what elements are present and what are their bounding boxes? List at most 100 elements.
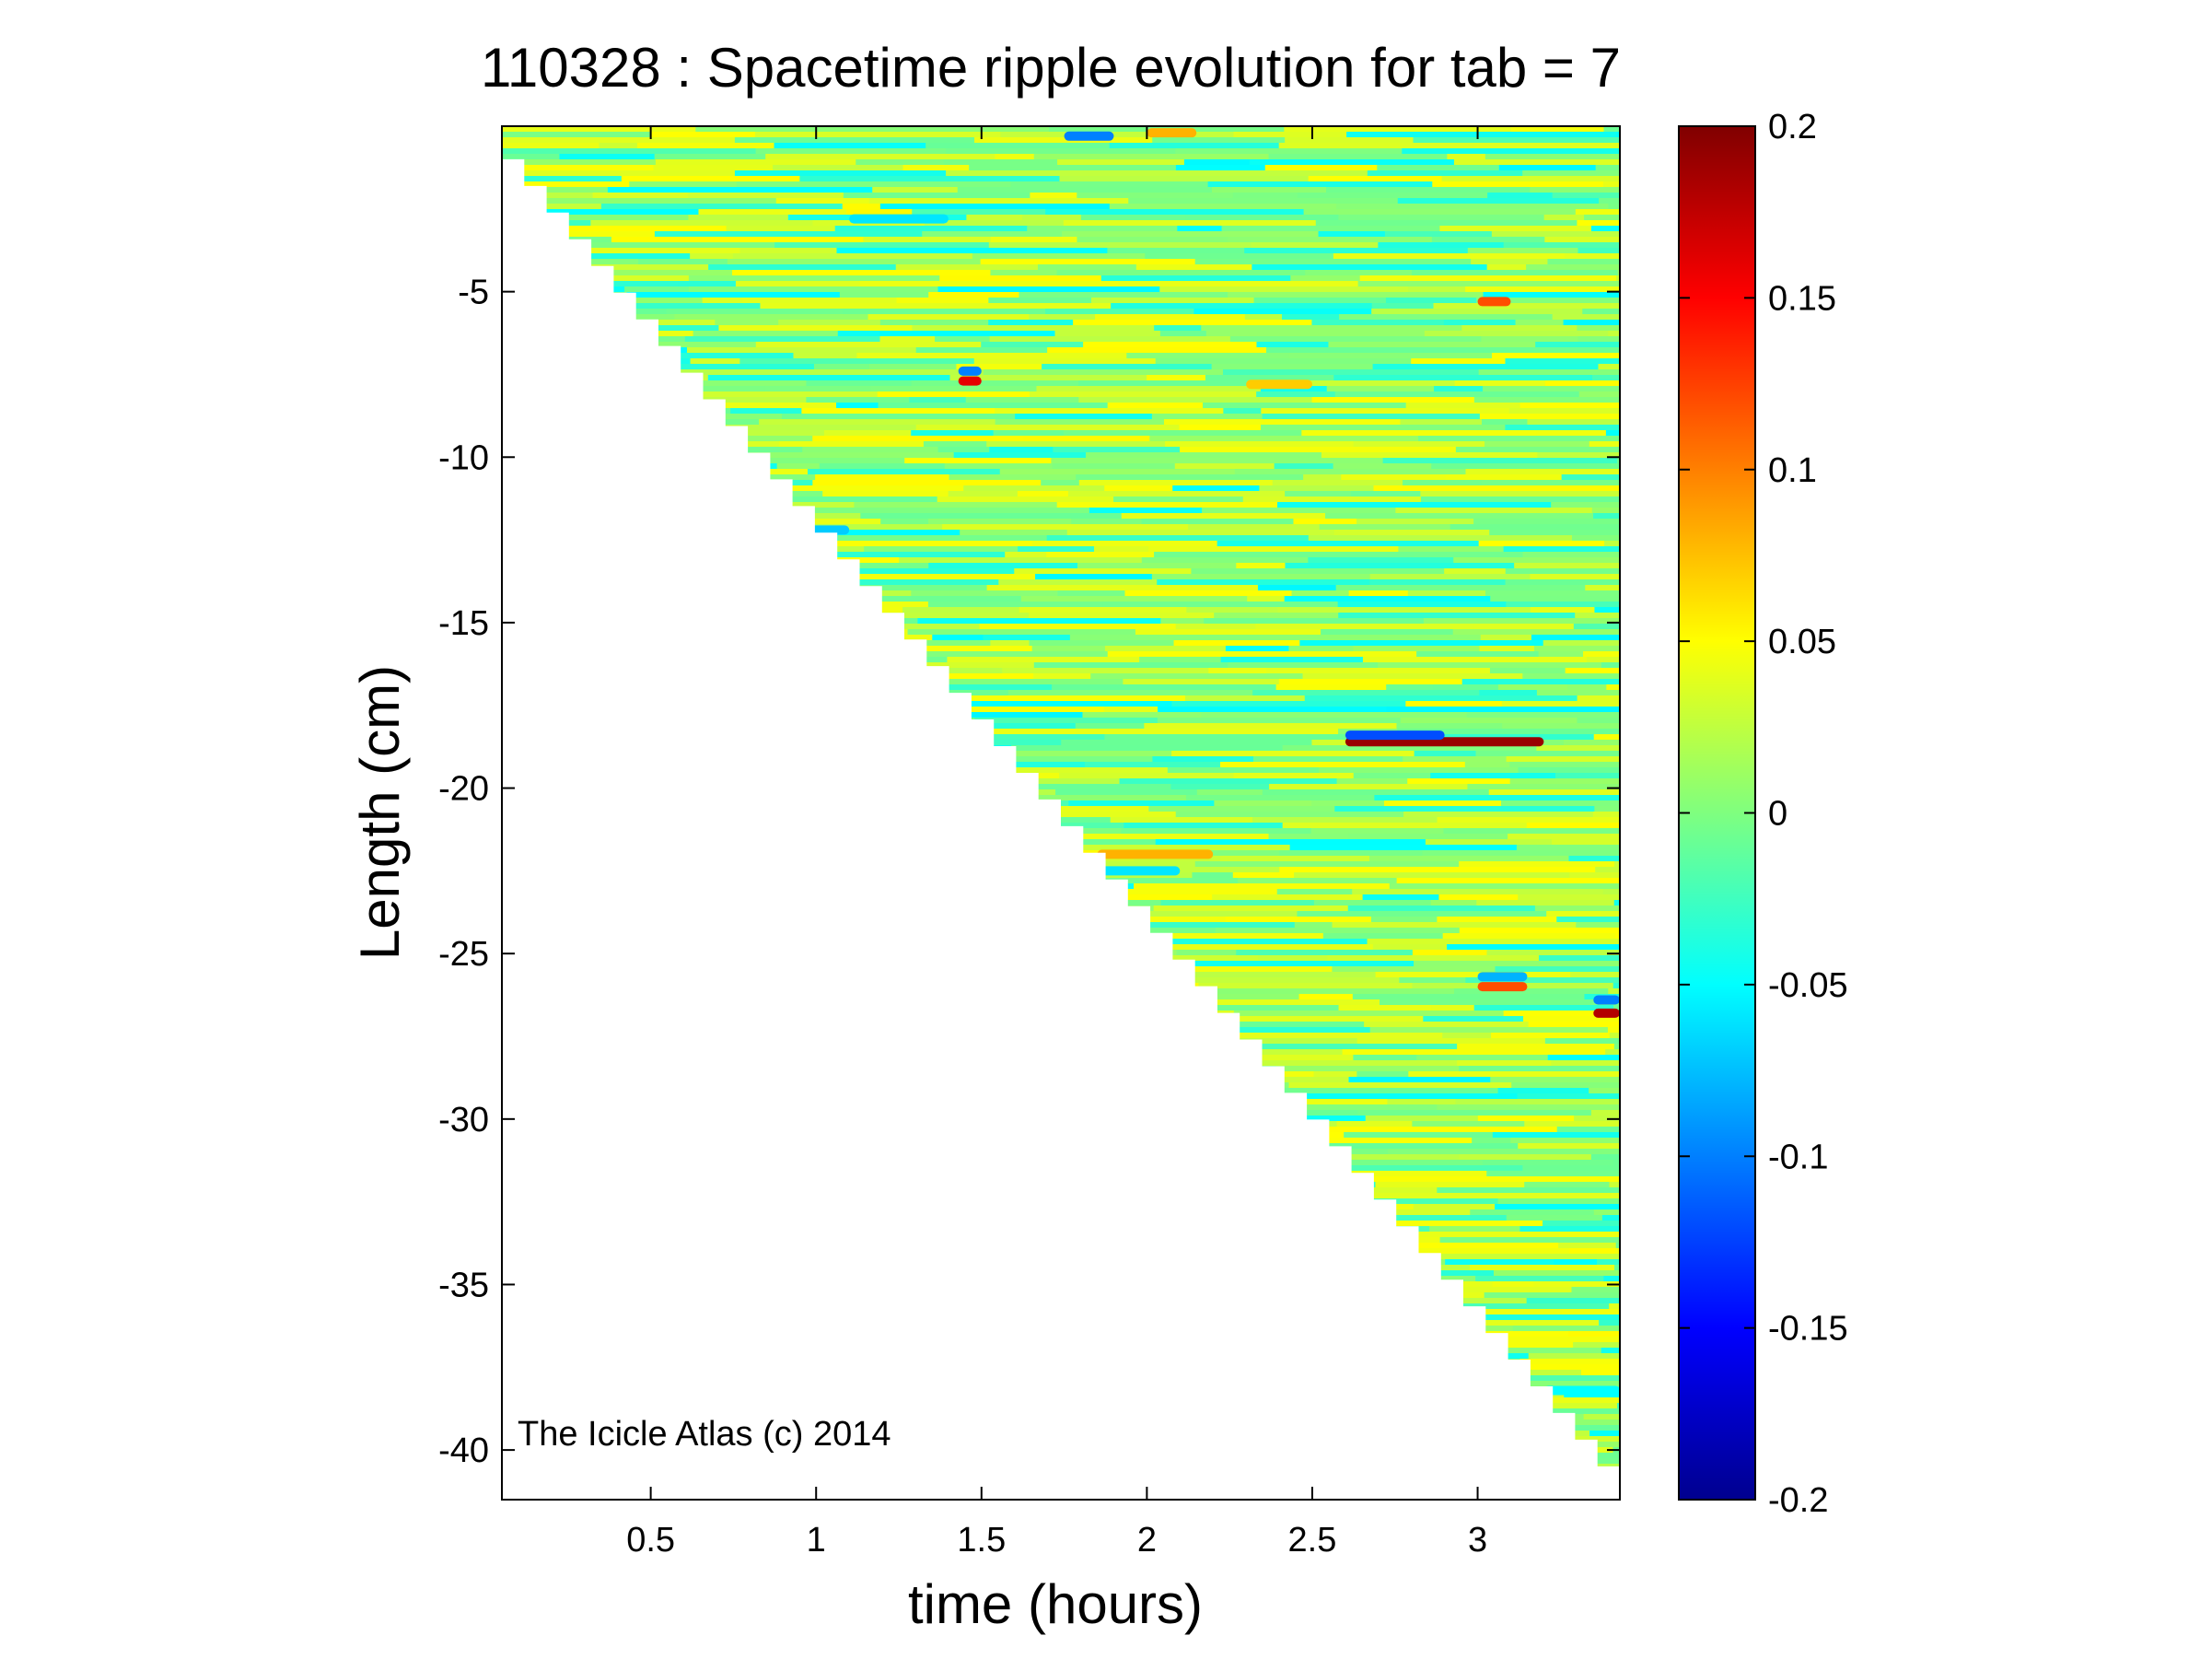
heatmap-cell xyxy=(1461,679,1620,685)
heatmap-cell xyxy=(1503,1011,1620,1017)
x-tick-label: 3 xyxy=(1468,1521,1487,1560)
heatmap-cell xyxy=(1573,1342,1620,1349)
heatmap-cell xyxy=(1332,966,1496,973)
heatmap-cell xyxy=(1424,331,1610,337)
heatmap-cell xyxy=(1547,259,1620,265)
heatmap-cell xyxy=(677,281,737,287)
heatmap-cell xyxy=(760,303,864,310)
heatmap-cell xyxy=(1184,695,1306,702)
heatmap-cell xyxy=(837,535,1048,542)
heatmap-cell xyxy=(934,734,1106,741)
heatmap-cell xyxy=(1547,1055,1620,1061)
heatmap-cell xyxy=(502,248,741,254)
heatmap-cell xyxy=(1260,386,1328,392)
heatmap-cell xyxy=(1208,668,1268,674)
heatmap-cell xyxy=(705,458,906,464)
heatmap-cell xyxy=(1185,795,1376,801)
heatmap-cell xyxy=(1068,800,1216,807)
colorbar-gradient xyxy=(1678,125,1756,1501)
heatmap-cell xyxy=(1362,894,1440,901)
heatmap-cell xyxy=(995,408,1225,415)
heatmap-cell xyxy=(807,469,1001,475)
heatmap-cell xyxy=(1194,861,1461,868)
heatmap-cell xyxy=(1328,342,1537,348)
heatmap-cell xyxy=(1484,1292,1620,1299)
heatmap-cell xyxy=(944,463,1054,470)
heatmap-cell xyxy=(635,364,815,370)
heatmap-cell xyxy=(1508,834,1620,840)
heatmap-cell xyxy=(1174,463,1275,470)
heatmap-cell xyxy=(1338,613,1577,619)
heatmap-cell xyxy=(1473,519,1620,525)
heatmap-cell xyxy=(1449,1303,1611,1310)
heatmap-cell xyxy=(1583,1414,1620,1420)
heatmap-cell xyxy=(1602,889,1620,895)
heatmap-cell xyxy=(1437,817,1620,824)
heatmap-cell xyxy=(1031,812,1177,818)
heatmap-cell xyxy=(1478,369,1620,376)
heatmap-cell xyxy=(960,530,1068,536)
heatmap-cell xyxy=(1375,972,1572,978)
heatmap-cell xyxy=(1582,883,1620,890)
heatmap-cell xyxy=(1528,1022,1620,1028)
heatmap-cell xyxy=(1377,165,1500,171)
heatmap-cell xyxy=(1554,773,1620,779)
heatmap-cell xyxy=(1441,176,1620,182)
heatmap-cell xyxy=(915,425,1181,431)
heatmap-cell xyxy=(1029,391,1258,398)
heatmap-cell xyxy=(1171,701,1407,707)
heatmap-cell xyxy=(812,436,1024,442)
heatmap-cell xyxy=(1526,823,1620,829)
heatmap-cell xyxy=(1227,1044,1459,1050)
heatmap-cell xyxy=(1212,894,1364,901)
heatmap-cell xyxy=(1338,1005,1433,1011)
heatmap-cell xyxy=(1429,1226,1521,1233)
heatmap-cell xyxy=(1264,165,1379,171)
y-tick-label: -20 xyxy=(438,770,489,809)
heatmap-cell xyxy=(856,159,945,166)
heatmap-cell xyxy=(1291,590,1350,597)
heatmap-cell xyxy=(1591,375,1620,381)
heatmap-cell xyxy=(1232,1027,1371,1034)
heatmap-cell xyxy=(1041,480,1080,486)
heatmap-cell xyxy=(896,298,990,304)
heatmap-cell xyxy=(675,430,825,437)
heatmap-cell xyxy=(1066,530,1335,536)
heatmap-cell xyxy=(1551,502,1620,508)
heatmap-cell xyxy=(813,364,870,370)
heatmap-cell xyxy=(877,391,1030,398)
heatmap-cell xyxy=(1151,574,1371,580)
heatmap-cell xyxy=(956,364,1043,370)
heatmap-cell xyxy=(1420,497,1620,503)
heatmap-cell xyxy=(1104,485,1174,492)
heatmap-cell xyxy=(1524,1381,1620,1387)
heatmap-cell xyxy=(926,143,1111,149)
heatmap-feature-4 xyxy=(1477,982,1528,992)
heatmap-cell xyxy=(1416,651,1540,658)
heatmap-cell xyxy=(1405,403,1521,409)
heatmap-cell xyxy=(1315,1165,1524,1172)
heatmap-cell xyxy=(1352,994,1586,1000)
heatmap-cell xyxy=(1479,646,1536,652)
heatmap-cell xyxy=(1094,928,1217,934)
heatmap-cell xyxy=(912,325,1156,332)
heatmap-cell xyxy=(1335,585,1587,591)
heatmap-cell xyxy=(1465,977,1620,984)
heatmap-cell xyxy=(1107,651,1225,658)
heatmap-cell xyxy=(1590,226,1620,232)
heatmap-cell xyxy=(1467,248,1579,254)
heatmap-cell xyxy=(1505,358,1620,365)
heatmap-cell xyxy=(1590,1154,1620,1161)
heatmap-cell xyxy=(1155,839,1426,846)
heatmap-cell xyxy=(702,298,743,304)
heatmap-cell xyxy=(1319,767,1519,774)
heatmap-cell xyxy=(1563,740,1620,746)
heatmap-cell xyxy=(1192,872,1234,879)
heatmap-cell xyxy=(999,469,1236,475)
heatmap-cell xyxy=(1123,679,1280,685)
heatmap-cell xyxy=(1591,508,1620,514)
heatmap-cell xyxy=(1083,342,1258,348)
heatmap-cell xyxy=(1110,817,1254,824)
heatmap-cell xyxy=(953,452,1088,459)
heatmap-cell xyxy=(1552,193,1620,199)
